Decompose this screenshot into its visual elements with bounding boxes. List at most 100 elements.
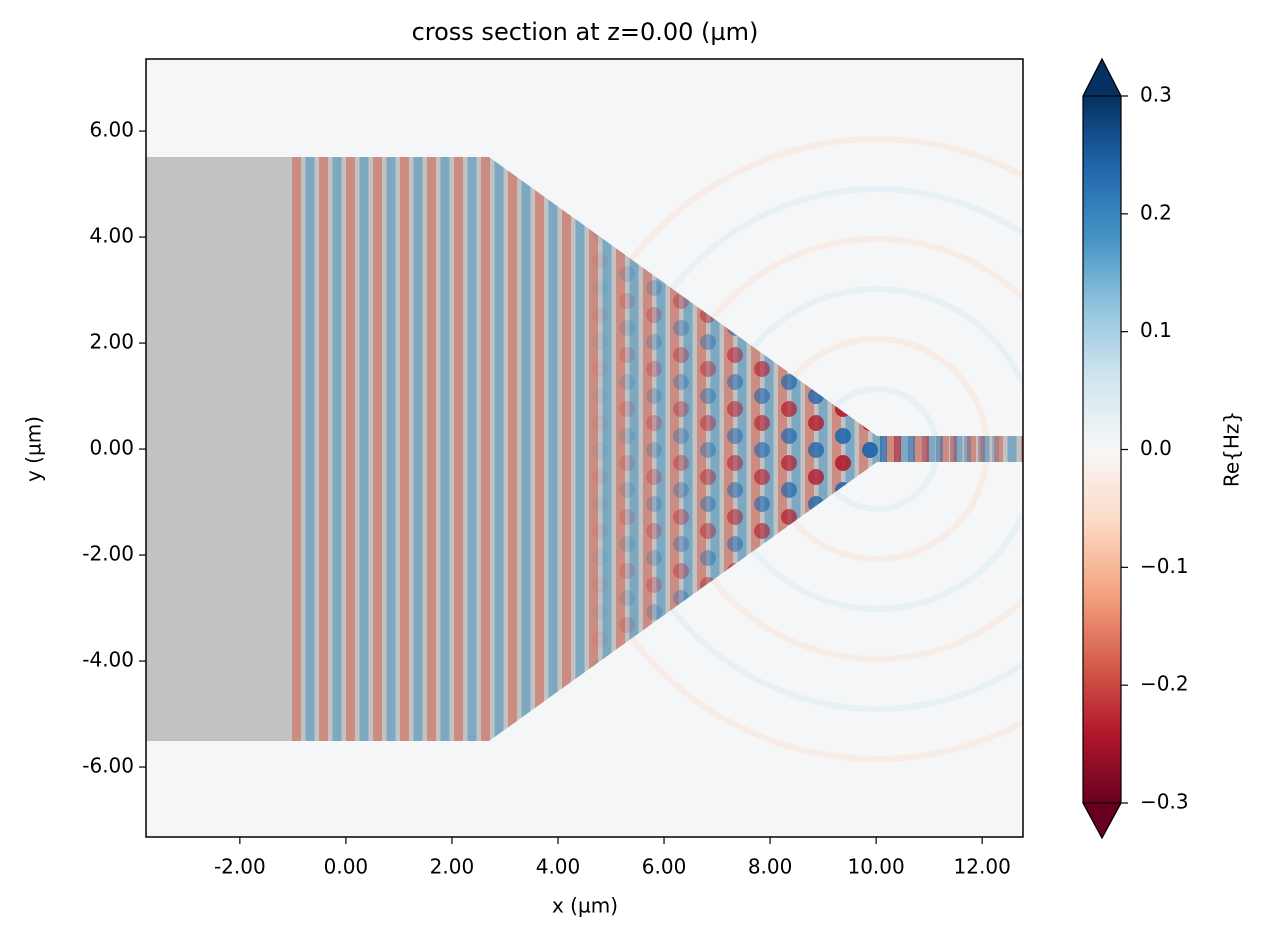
- field-spot: [646, 496, 662, 512]
- y-tick-label: 2.00: [89, 330, 134, 354]
- x-axis-label: x (µm): [552, 894, 618, 918]
- field-spot: [700, 388, 716, 404]
- y-tick-label: 4.00: [89, 224, 134, 248]
- field-spot: [673, 536, 689, 552]
- field-spot: [673, 374, 689, 390]
- field-spot: [700, 415, 716, 431]
- waveguide-field: [950, 436, 957, 462]
- field-spot: [592, 334, 608, 350]
- waveguide-field: [978, 436, 985, 462]
- field-spot: [727, 509, 743, 525]
- field-spot: [673, 347, 689, 363]
- field-spot: [646, 361, 662, 377]
- field-spot: [619, 590, 635, 606]
- field-spot: [673, 563, 689, 579]
- y-tick-label: -4.00: [82, 648, 134, 672]
- colorbar-tick-label: −0.2: [1140, 672, 1189, 696]
- field-spot: [700, 334, 716, 350]
- field-spot: [646, 388, 662, 404]
- colorbar-tick-label: −0.1: [1140, 554, 1189, 578]
- colorbar: [1083, 96, 1121, 803]
- field-spot: [592, 388, 608, 404]
- colorbar-extend-bottom: [1082, 802, 1122, 840]
- field-spot: [619, 455, 635, 471]
- field-spot: [646, 334, 662, 350]
- field-spot: [727, 536, 743, 552]
- field-spot: [673, 455, 689, 471]
- waveguide-field: [936, 436, 943, 462]
- colorbar-tick-label: 0.2: [1140, 200, 1172, 224]
- field-spot: [700, 550, 716, 566]
- field-spot: [592, 307, 608, 323]
- field-spot: [673, 320, 689, 336]
- field-spot: [646, 442, 662, 458]
- field-spot: [646, 280, 662, 296]
- field-spot: [673, 428, 689, 444]
- field-spot: [646, 550, 662, 566]
- field-spot: [700, 442, 716, 458]
- field-spot: [700, 523, 716, 539]
- x-tick-label: 2.00: [430, 855, 475, 879]
- field-spot: [619, 482, 635, 498]
- field-spot: [646, 415, 662, 431]
- field-spot: [700, 469, 716, 485]
- y-tick-label: -6.00: [82, 754, 134, 778]
- field-spot: [592, 496, 608, 512]
- field-spot: [619, 320, 635, 336]
- field-spot: [727, 428, 743, 444]
- x-tick-label: -2.00: [214, 855, 266, 879]
- field-spot: [727, 374, 743, 390]
- y-tick-label: 6.00: [89, 118, 134, 142]
- field-spot: [592, 469, 608, 485]
- field-spot: [781, 509, 797, 525]
- x-tick-label: 12.00: [954, 855, 1011, 879]
- waveguide-field: [880, 436, 887, 462]
- chart-title: cross section at z=0.00 (µm): [412, 18, 759, 46]
- colorbar-tick-label: 0.1: [1140, 318, 1172, 342]
- waveguide-field: [964, 436, 971, 462]
- field-spot: [727, 347, 743, 363]
- field-spot: [592, 577, 608, 593]
- field-spot: [592, 442, 608, 458]
- field-spot: [754, 496, 770, 512]
- field-spot: [673, 401, 689, 417]
- field-spot: [781, 428, 797, 444]
- field-spot: [673, 482, 689, 498]
- field-spot: [754, 469, 770, 485]
- field-spot: [754, 415, 770, 431]
- field-spot: [592, 280, 608, 296]
- field-spot: [781, 374, 797, 390]
- plot-frame: [145, 58, 1024, 838]
- field-spot: [673, 509, 689, 525]
- field-spot: [754, 388, 770, 404]
- field-spot: [592, 631, 608, 647]
- colorbar-tick-label: −0.3: [1140, 790, 1189, 814]
- field-spot: [646, 577, 662, 593]
- waveguide-field: [908, 436, 915, 462]
- colorbar-extend-top: [1082, 57, 1122, 97]
- field-spot: [592, 415, 608, 431]
- field-spot: [646, 604, 662, 620]
- field-spot: [619, 509, 635, 525]
- field-spot: [700, 361, 716, 377]
- field-spot: [754, 361, 770, 377]
- field-spot: [646, 523, 662, 539]
- field-spot: [835, 455, 851, 471]
- field-spot: [592, 253, 608, 269]
- field-spot: [619, 428, 635, 444]
- x-tick-label: 8.00: [748, 855, 793, 879]
- field-spot: [646, 307, 662, 323]
- field-spot: [592, 550, 608, 566]
- field-spot: [619, 536, 635, 552]
- y-tick-label: -2.00: [82, 542, 134, 566]
- field-spot: [808, 415, 824, 431]
- field-spot: [835, 428, 851, 444]
- field-spot: [592, 523, 608, 539]
- field-spot: [754, 523, 770, 539]
- waveguide-field: [922, 436, 929, 462]
- field-spot: [781, 482, 797, 498]
- x-tick-label: 4.00: [536, 855, 581, 879]
- y-axis-label: y (µm): [22, 416, 46, 482]
- field-spot: [619, 374, 635, 390]
